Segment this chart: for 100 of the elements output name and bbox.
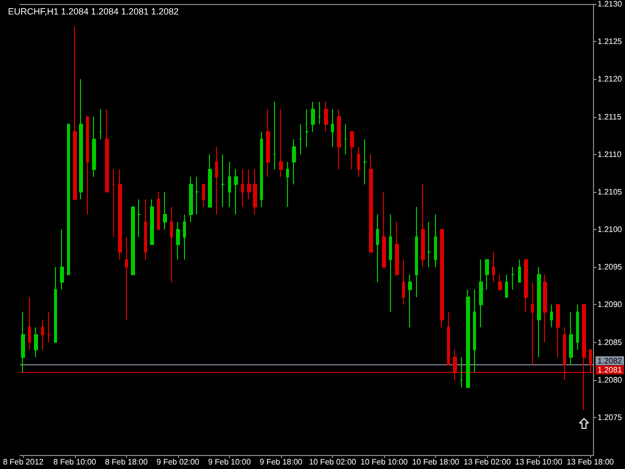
candlestick <box>260 131 263 208</box>
candlestick <box>79 78 83 200</box>
candlestick <box>279 108 283 178</box>
candlestick <box>350 131 354 170</box>
candlestick <box>47 312 51 343</box>
ref-line-label: 1.2081 <box>598 365 623 374</box>
candlestick <box>60 229 64 290</box>
candlestick <box>357 146 360 178</box>
candlestick <box>157 191 160 230</box>
candlestick <box>582 304 586 410</box>
candlestick <box>311 101 315 132</box>
candlestick <box>337 108 341 170</box>
candlestick <box>228 161 231 208</box>
candlestick <box>318 101 321 125</box>
candlestick <box>73 26 77 200</box>
candlestick <box>150 198 154 246</box>
candlestick <box>427 221 431 268</box>
candlestick <box>170 206 173 283</box>
x-tick-label: 9 Feb 18:00 <box>260 458 303 466</box>
x-tick-label: 8 Feb 10:00 <box>53 458 97 466</box>
candlestick <box>421 184 425 268</box>
candlestick <box>382 191 386 268</box>
candlestick <box>34 326 38 358</box>
candlestick <box>563 326 566 380</box>
candlestick <box>221 154 225 208</box>
candlestick <box>183 214 186 260</box>
candlestick <box>28 296 31 350</box>
candlestick <box>518 259 521 283</box>
candlestick <box>498 274 502 290</box>
y-tick-label: 1.2085 <box>598 338 623 347</box>
candlestick <box>241 168 244 208</box>
candlestick <box>537 266 541 358</box>
candlestick <box>453 349 457 380</box>
ref-line-label: 1.2082 <box>598 356 623 366</box>
candlestick <box>112 168 115 238</box>
candlestick <box>492 252 495 283</box>
candlestick <box>434 214 437 268</box>
candlestick <box>408 274 412 328</box>
candlestick <box>215 146 218 215</box>
candlestick <box>369 154 373 253</box>
candlestick <box>505 274 508 298</box>
candlestick <box>92 116 96 178</box>
candlestick <box>54 266 57 343</box>
candlestick <box>531 282 534 366</box>
y-tick-label: 1.2100 <box>598 225 623 234</box>
x-tick-label: 10 Feb 02:00 <box>308 458 357 466</box>
y-tick-label: 1.2115 <box>598 112 622 122</box>
candlestick <box>460 356 463 388</box>
chart-title: EURCHF,H1 1.2084 1.2084 1.2081 1.2082 <box>8 6 179 16</box>
candlestick <box>479 259 483 328</box>
candlestick <box>137 198 141 238</box>
x-tick-label: 8 Feb 18:00 <box>104 458 148 466</box>
candlestick <box>144 198 147 260</box>
candlestick <box>208 154 212 208</box>
y-tick-label: 1.2120 <box>598 74 623 84</box>
candlestick <box>524 259 528 313</box>
candlestick <box>305 108 309 148</box>
candlestick <box>389 214 392 313</box>
candlestick <box>253 168 257 215</box>
x-tick-label: 9 Feb 02:00 <box>156 458 200 466</box>
candlestick <box>41 319 44 350</box>
x-tick-label: 10 Feb 10:00 <box>360 458 408 466</box>
candlestick <box>67 124 70 276</box>
candlestick <box>99 108 102 140</box>
candlestick <box>543 274 547 343</box>
candlestick <box>440 229 444 328</box>
candlestick <box>511 266 515 290</box>
candlestick <box>125 236 128 320</box>
candlestick <box>589 349 592 373</box>
candlestick <box>395 221 399 276</box>
candlestick <box>21 312 25 373</box>
candlestick <box>556 304 560 358</box>
x-tick-label: 13 Feb 18:00 <box>566 458 614 466</box>
candlestick <box>273 101 276 170</box>
candlestick <box>376 214 379 283</box>
y-tick-label: 1.2105 <box>598 187 623 196</box>
candlestick <box>415 206 418 298</box>
candlestick <box>266 108 270 178</box>
candlestick <box>299 124 302 155</box>
candlestick <box>202 184 205 208</box>
x-tick-label: 13 Feb 10:00 <box>515 458 563 466</box>
candlestick <box>485 259 489 290</box>
y-tick-label: 1.2130 <box>598 0 623 8</box>
candlestick <box>402 259 405 306</box>
candlestick <box>176 221 180 260</box>
y-tick-label: 1.2095 <box>598 262 623 272</box>
candlestick <box>234 168 238 215</box>
candlestick <box>576 304 579 350</box>
candlestick <box>344 124 347 155</box>
candlestick <box>473 289 476 373</box>
candlestick <box>247 168 251 200</box>
y-tick-label: 1.2125 <box>598 37 623 46</box>
x-tick-label: 8 Feb 2012 <box>2 458 44 466</box>
candlestick <box>447 312 450 366</box>
candlestick <box>105 108 109 192</box>
candlestick <box>131 206 135 276</box>
candlestick <box>569 312 573 366</box>
x-tick-label: 13 Feb 02:00 <box>464 458 512 466</box>
y-tick-label: 1.2090 <box>598 300 623 310</box>
candlestick <box>86 116 89 215</box>
